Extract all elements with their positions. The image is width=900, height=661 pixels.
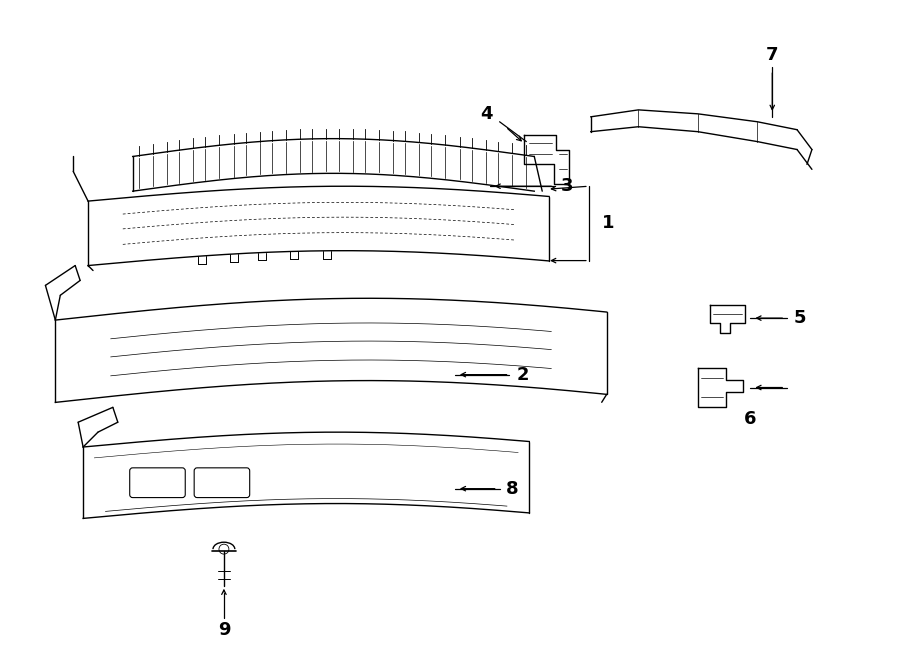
Text: 4: 4 [481, 105, 493, 123]
Text: 8: 8 [506, 480, 518, 498]
Text: 3: 3 [561, 177, 573, 195]
Text: 1: 1 [602, 214, 615, 232]
Text: 9: 9 [218, 621, 230, 639]
Text: 2: 2 [516, 366, 528, 383]
Text: 5: 5 [794, 309, 806, 327]
Text: 6: 6 [744, 410, 757, 428]
Text: 7: 7 [766, 46, 778, 64]
